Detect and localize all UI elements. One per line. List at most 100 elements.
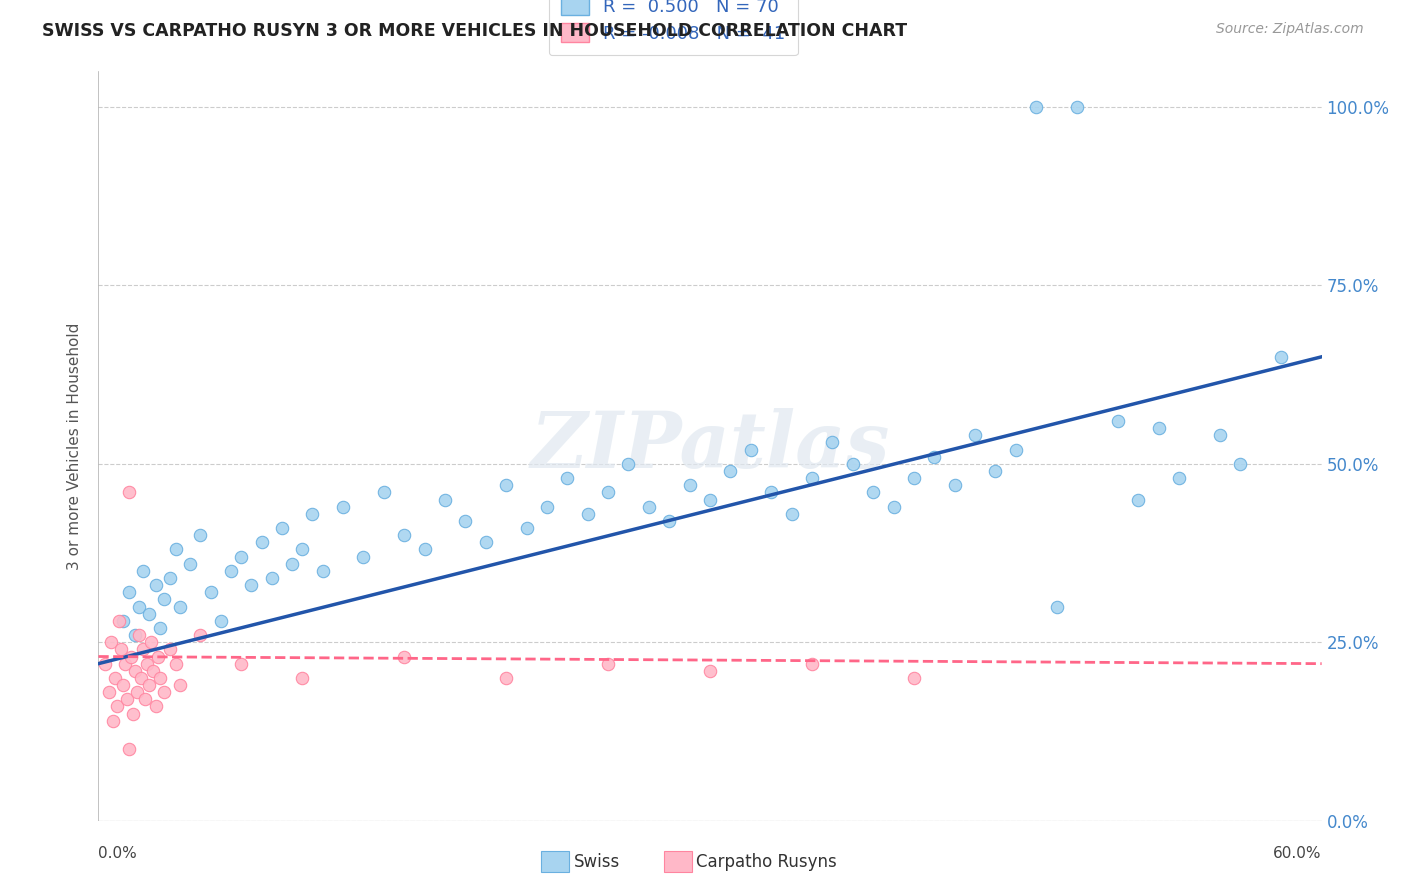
Point (118, 485, 141, 500)
Y-axis label: 3 or more Vehicles in Household: 3 or more Vehicles in Household (67, 322, 83, 570)
Point (699, 492, 721, 507)
Point (821, 435, 844, 450)
Point (200, 585, 222, 599)
Point (97, 685, 120, 699)
Point (115, 692, 138, 706)
Point (127, 685, 149, 699)
Point (759, 485, 782, 500)
Point (128, 628, 150, 642)
Point (260, 571, 283, 585)
Point (841, 457, 863, 471)
Point (392, 528, 416, 542)
Point (718, 464, 742, 478)
Point (240, 578, 263, 592)
Text: Swiss: Swiss (574, 853, 620, 871)
Point (136, 657, 159, 671)
Point (111, 614, 134, 628)
Point (1025, 100, 1047, 114)
Point (576, 507, 599, 521)
Point (159, 571, 181, 585)
Point (149, 671, 172, 685)
Point (165, 542, 187, 557)
Point (1167, 471, 1189, 485)
Point (1004, 442, 1026, 457)
Point (105, 699, 128, 714)
Point (332, 500, 354, 514)
Point (110, 642, 132, 657)
Point (128, 599, 150, 614)
Point (413, 542, 436, 557)
Point (495, 478, 517, 492)
Point (270, 521, 294, 535)
Point (159, 642, 181, 657)
Point (699, 664, 721, 678)
Point (555, 471, 579, 485)
Point (1066, 100, 1088, 114)
Text: SWISS VS CARPATHO RUSYN 3 OR MORE VEHICLES IN HOUSEHOLD CORRELATION CHART: SWISS VS CARPATHO RUSYN 3 OR MORE VEHICL… (42, 22, 907, 40)
Point (495, 671, 517, 685)
Point (943, 478, 966, 492)
Point (250, 535, 273, 549)
Text: Source: ZipAtlas.com: Source: ZipAtlas.com (1216, 22, 1364, 37)
Point (169, 599, 191, 614)
Point (118, 742, 141, 756)
Point (101, 714, 124, 728)
Point (883, 500, 905, 514)
Point (301, 507, 323, 521)
Point (862, 485, 884, 500)
Text: 0.0%: 0.0% (98, 846, 138, 861)
Point (114, 657, 136, 671)
Point (617, 457, 640, 471)
Point (903, 471, 925, 485)
Point (120, 649, 142, 664)
Point (179, 557, 201, 571)
Point (138, 678, 160, 692)
Text: 60.0%: 60.0% (1274, 846, 1322, 861)
Point (352, 549, 374, 564)
Point (165, 657, 187, 671)
Point (516, 521, 538, 535)
Point (373, 485, 395, 500)
Point (291, 542, 314, 557)
Point (596, 485, 619, 500)
Point (145, 578, 167, 592)
Point (1128, 492, 1150, 507)
Point (142, 664, 165, 678)
Point (740, 442, 762, 457)
Point (392, 649, 416, 664)
Point (141, 635, 163, 649)
Point (129, 671, 152, 685)
Point (108, 614, 131, 628)
Point (596, 657, 619, 671)
Text: Carpatho Rusyns: Carpatho Rusyns (696, 853, 837, 871)
Text: ZIPatlas: ZIPatlas (530, 408, 890, 484)
Point (145, 699, 167, 714)
Point (231, 657, 253, 671)
Point (801, 657, 824, 671)
Point (984, 464, 1007, 478)
Legend: R =  0.500   N = 70, R = -0.008   N =  41: R = 0.500 N = 70, R = -0.008 N = 41 (548, 0, 797, 55)
Point (132, 642, 155, 657)
Point (1045, 599, 1069, 614)
Point (1229, 457, 1251, 471)
Point (118, 585, 141, 599)
Point (169, 678, 191, 692)
Point (111, 678, 134, 692)
Point (93, 657, 115, 671)
Point (1208, 428, 1232, 442)
Point (801, 471, 824, 485)
Point (312, 564, 335, 578)
Point (122, 706, 145, 721)
Point (138, 607, 160, 621)
Point (219, 564, 242, 578)
Point (965, 428, 987, 442)
Point (152, 685, 174, 699)
Point (124, 664, 146, 678)
Point (433, 492, 456, 507)
Point (146, 649, 169, 664)
Point (281, 557, 304, 571)
Point (104, 671, 127, 685)
Point (124, 628, 146, 642)
Point (637, 500, 661, 514)
Point (454, 514, 477, 528)
